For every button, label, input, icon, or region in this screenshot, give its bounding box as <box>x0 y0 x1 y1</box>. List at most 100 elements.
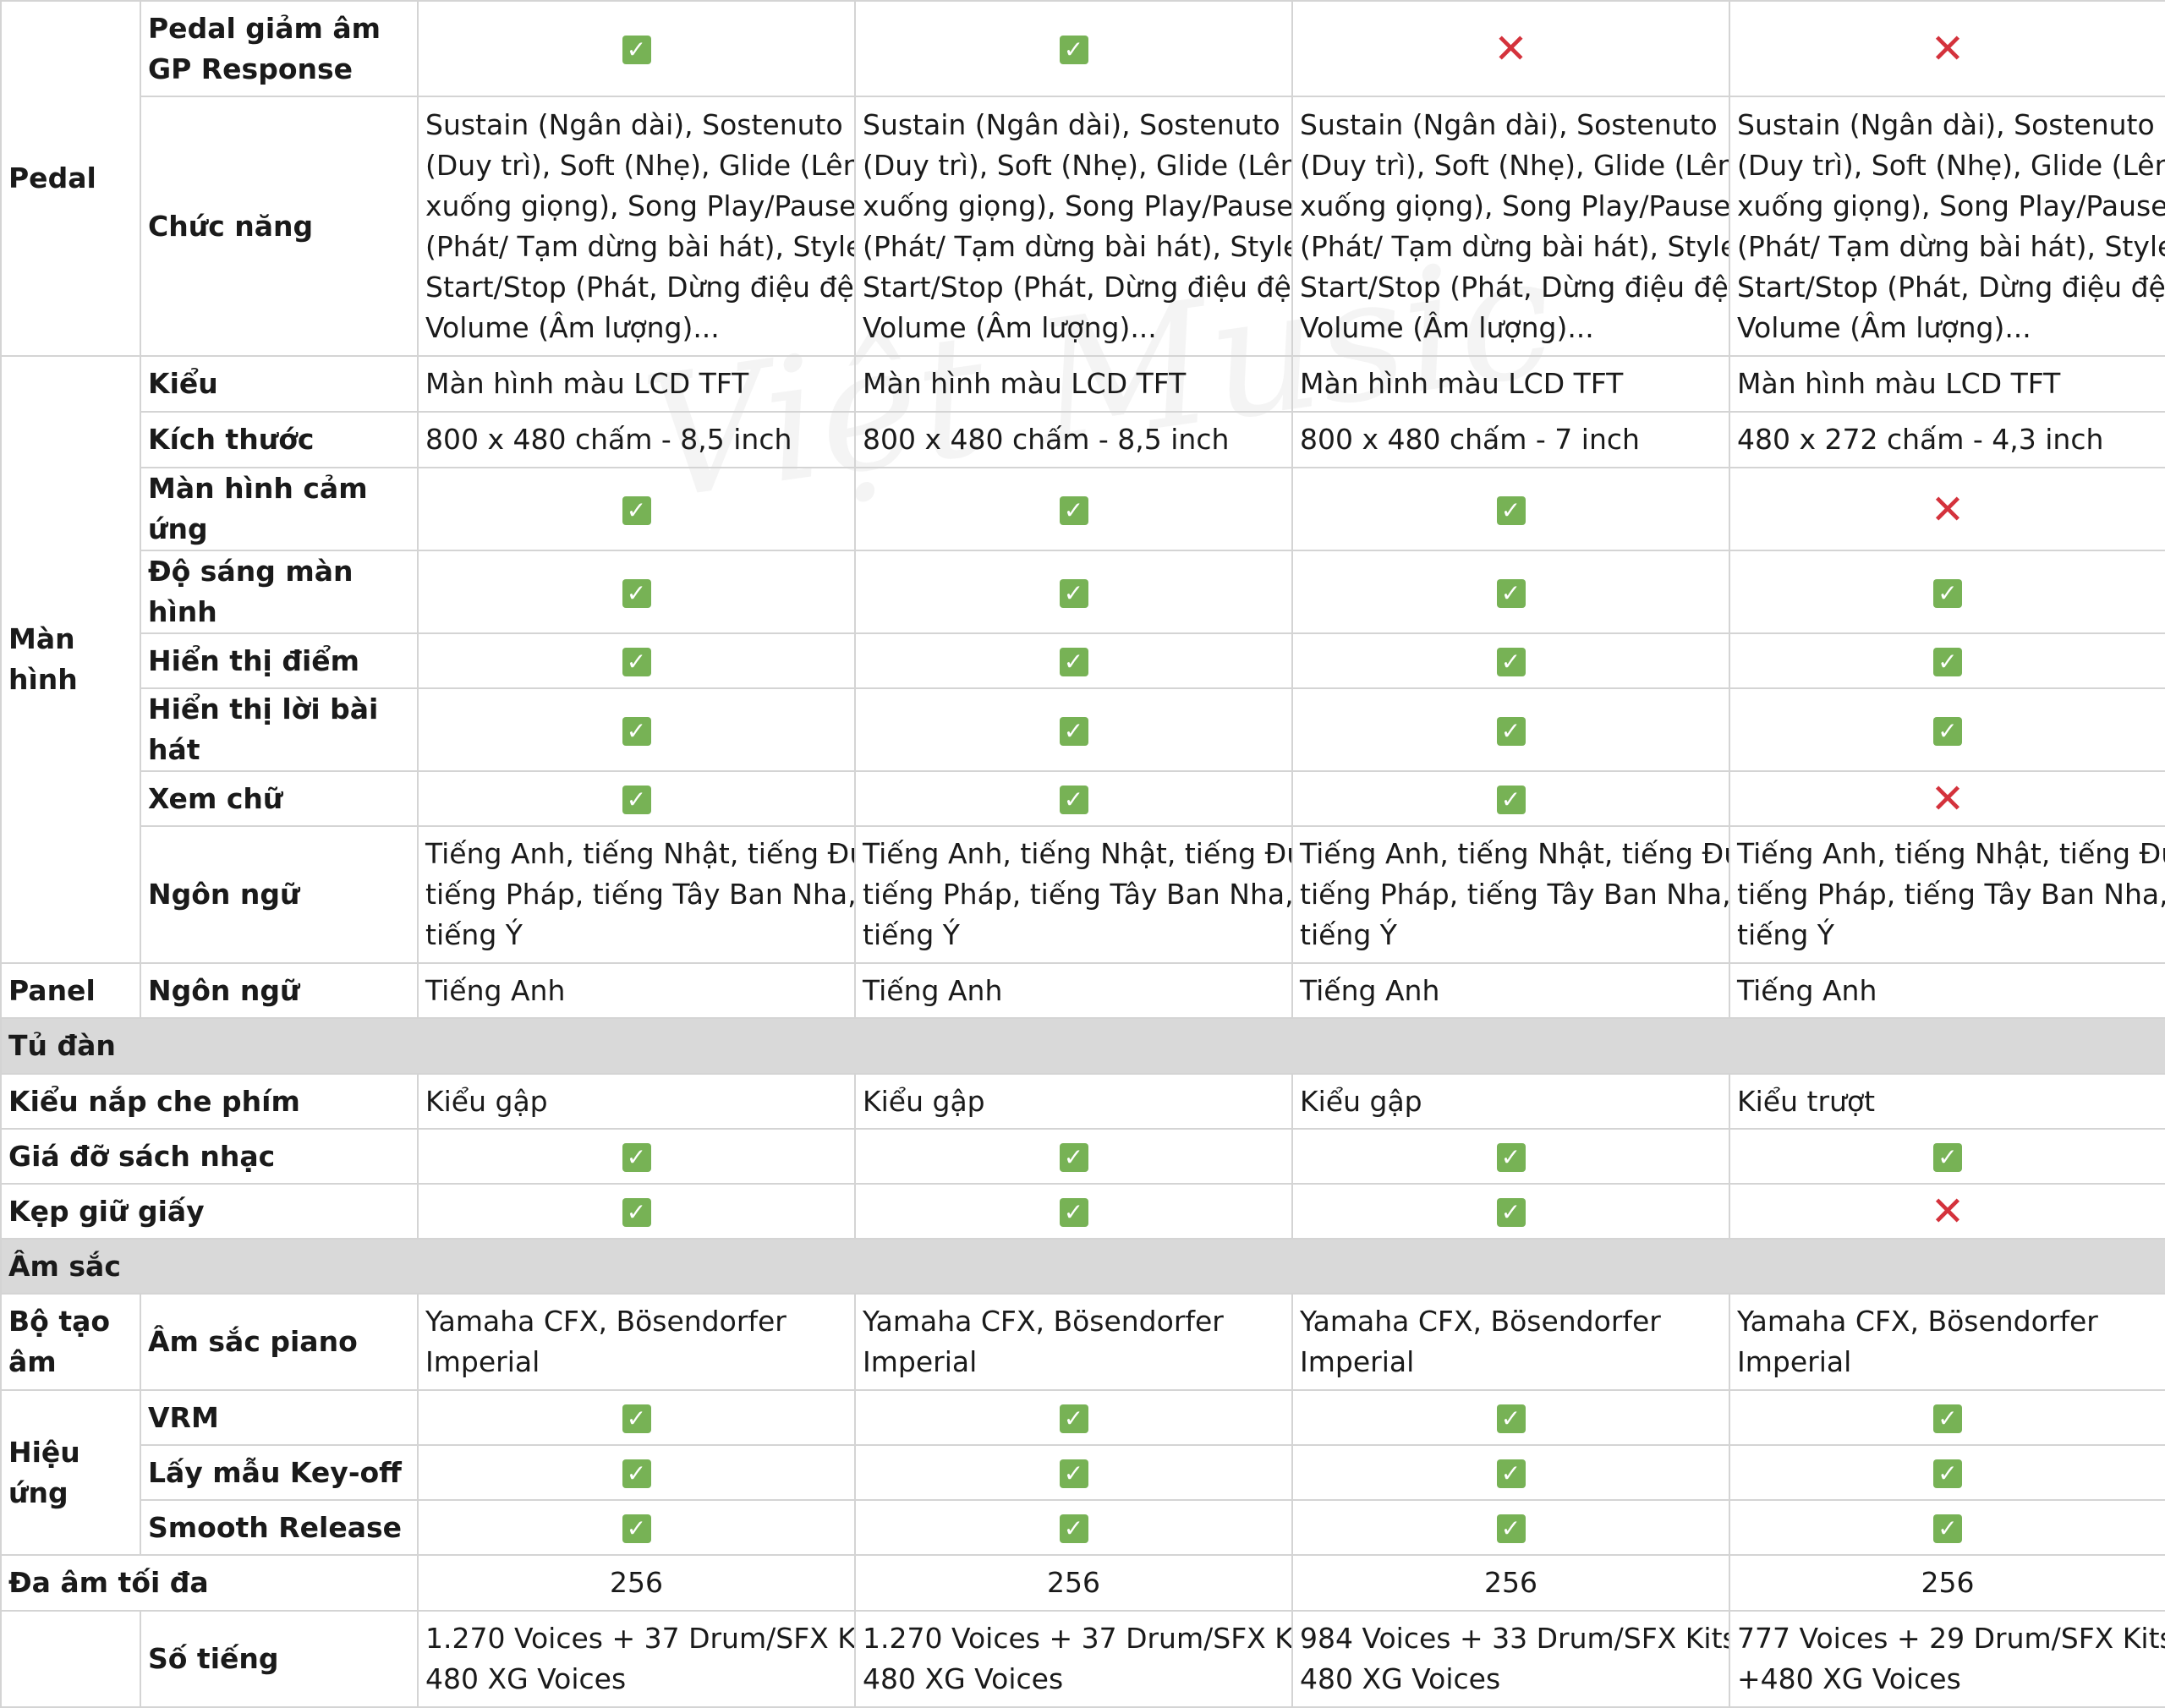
cell-line: (Duy trì), Soft (Nhẹ), Glide (Lên <box>863 148 1292 182</box>
cell-line: Start/Stop (Phát, Dừng điệu đệm), <box>1300 270 1729 304</box>
value-cell: Yamaha CFX, Bösendorfer Imperial <box>1729 1293 2165 1391</box>
empty-category <box>0 1610 141 1708</box>
row-keyoff-sampling: Lấy mẫu Key-off ✓ ✓ ✓ ✓ <box>1 1444 2165 1501</box>
cell-line: Sustain (Ngân dài), Sostenuto <box>863 107 1280 141</box>
cell-line: 480 XG Voices <box>425 1662 627 1695</box>
cross-mark-icon: ✕ <box>1494 25 1528 74</box>
cell-line: Volume (Âm lượng)... <box>425 310 720 344</box>
check-mark-icon: ✓ <box>1496 578 1526 608</box>
value-cell: 984 Voices + 33 Drum/SFX Kits + 480 XG Vo… <box>1291 1610 1730 1708</box>
row-pedal-gp: Pedal Pedal giảm âm GP Response ✓ ✓ ✕ ✕ <box>0 0 2165 357</box>
mark-cell: ✓ <box>417 0 856 97</box>
mark-cell: ✓ <box>1291 687 1730 772</box>
section-cabinet: Tủ đàn <box>0 1017 2165 1075</box>
cross-mark-icon: ✕ <box>1930 485 1965 534</box>
cell-line: Volume (Âm lượng)... <box>1300 310 1594 344</box>
cell-line: Tiếng Anh, tiếng Nhật, tiếng Đức, <box>425 837 855 870</box>
value-cell: 800 x 480 chấm - 8,5 inch <box>854 411 1293 468</box>
mark-cell: ✓ <box>854 1183 1293 1240</box>
cell-line: xuống giọng), Song Play/Pause <box>1737 189 2165 222</box>
row-label: Kẹp giữ giấy <box>0 1183 419 1240</box>
row-label: Đa âm tối đa <box>0 1554 419 1612</box>
value-cell: Tiếng Anh <box>1729 962 2165 1019</box>
mark-cell: ✓ <box>417 550 856 634</box>
mark-cell: ✓ <box>1729 632 2165 689</box>
mark-cell: ✓ <box>417 1444 856 1501</box>
check-mark-icon: ✓ <box>1059 578 1088 608</box>
mark-cell: ✕ <box>1291 0 1730 97</box>
check-mark-icon: ✓ <box>1933 648 1962 676</box>
check-mark-icon: ✓ <box>1059 1459 1088 1488</box>
check-mark-icon: ✓ <box>622 1514 651 1543</box>
cell-line: tiếng Pháp, tiếng Tây Ban Nha, <box>863 878 1292 911</box>
cell-line: Yamaha CFX, Bösendorfer <box>863 1305 1224 1338</box>
mark-cell: ✓ <box>854 1444 1293 1501</box>
value-cell: Kiểu gập <box>854 1073 1293 1130</box>
cell-line: Start/Stop (Phát, Dừng điệu đệm), <box>1737 270 2165 304</box>
section-tone: Âm sắc <box>0 1238 2165 1295</box>
value-cell: Yamaha CFX, Bösendorfer Imperial <box>417 1293 856 1391</box>
value-cell: Kiểu gập <box>1291 1073 1730 1130</box>
cell-line: tiếng Pháp, tiếng Tây Ban Nha, <box>425 878 855 911</box>
check-mark-icon: ✓ <box>1059 1143 1088 1172</box>
check-mark-icon: ✓ <box>1933 716 1962 746</box>
cell-line: 480 XG Voices <box>863 1662 1064 1695</box>
mark-cell: ✓ <box>1291 632 1730 689</box>
mark-cell: ✕ <box>1729 770 2165 827</box>
category-pedal: Pedal <box>0 0 141 357</box>
cell-line: xuống giọng), Song Play/Pause <box>425 189 855 222</box>
cell-line: 1.270 Voices + 37 Drum/SFX Kits + <box>425 1622 855 1655</box>
cell-line: tiếng Pháp, tiếng Tây Ban Nha, <box>1300 878 1729 911</box>
mark-cell: ✓ <box>1729 1499 2165 1556</box>
row-panel-language: Panel Ngôn ngữ Tiếng Anh Tiếng Anh Tiếng… <box>0 962 2165 1019</box>
category-effects: Hiệu ứng <box>0 1389 141 1556</box>
row-voices: Số tiếng 1.270 Voices + 37 Drum/SFX Kits… <box>0 1610 2165 1708</box>
value-cell: Sustain (Ngân dài), Sostenuto (Duy trì), … <box>1291 96 1730 357</box>
row-label: Pedal giảm âm GP Response <box>140 0 419 97</box>
check-mark-icon: ✓ <box>622 578 651 608</box>
cell-line: Sustain (Ngân dài), Sostenuto <box>1737 107 2155 141</box>
value-cell: Tiếng Anh <box>1291 962 1730 1019</box>
cell-line: (Phát/ Tạm dừng bài hát), Style <box>1300 229 1729 263</box>
row-screen-type: Màn hình Kiểu Màn hình màu LCD TFT Màn h… <box>0 355 2165 964</box>
row-label: Giá đỡ sách nhạc <box>0 1128 419 1185</box>
cell-line: tiếng Ý <box>863 918 960 951</box>
mark-cell: ✓ <box>854 632 1293 689</box>
row-label: Âm sắc piano <box>140 1293 419 1391</box>
row-text-view: Xem chữ ✓ ✓ ✓ ✕ <box>1 770 2165 827</box>
value-cell: Màn hình màu LCD TFT <box>1729 355 2165 413</box>
value-cell: 1.270 Voices + 37 Drum/SFX Kits + 480 XG … <box>854 1610 1293 1708</box>
section-title: Tủ đàn <box>0 1017 2165 1075</box>
mark-cell: ✓ <box>854 467 1293 551</box>
value-cell: 800 x 480 chấm - 8,5 inch <box>417 411 856 468</box>
check-mark-icon: ✓ <box>1496 495 1526 525</box>
check-mark-icon: ✓ <box>622 1404 651 1433</box>
mark-cell: ✓ <box>1729 687 2165 772</box>
check-mark-icon: ✓ <box>1496 1143 1526 1172</box>
value-cell: 800 x 480 chấm - 7 inch <box>1291 411 1730 468</box>
value-cell: 256 <box>417 1554 856 1612</box>
check-mark-icon: ✓ <box>1933 1404 1962 1433</box>
cell-line: (Duy trì), Soft (Nhẹ), Glide (Lên <box>1300 148 1729 182</box>
check-mark-icon: ✓ <box>1933 578 1962 608</box>
cell-line: xuống giọng), Song Play/Pause <box>1300 189 1729 222</box>
row-label: VRM <box>140 1389 419 1446</box>
row-page-clips: Kẹp giữ giấy ✓ ✓ ✓ ✕ <box>0 1183 2165 1240</box>
value-cell: Màn hình màu LCD TFT <box>1291 355 1730 413</box>
mark-cell: ✓ <box>417 1389 856 1446</box>
row-label: Số tiếng <box>140 1610 419 1708</box>
cell-line: (Phát/ Tạm dừng bài hát), Style <box>863 229 1292 263</box>
row-screen-language: Ngôn ngữ Tiếng Anh, tiếng Nhật, tiếng Đứ… <box>1 825 2165 964</box>
cell-line: (Phát/ Tạm dừng bài hát), Style <box>425 229 855 263</box>
row-smooth-release: Smooth Release ✓ ✓ ✓ ✓ <box>1 1499 2165 1556</box>
cell-line: Imperial <box>425 1345 540 1378</box>
check-mark-icon: ✓ <box>1933 1459 1962 1488</box>
check-mark-icon: ✓ <box>622 786 651 814</box>
mark-cell: ✓ <box>1291 1128 1730 1185</box>
mark-cell: ✓ <box>1291 550 1730 634</box>
mark-cell: ✓ <box>854 550 1293 634</box>
mark-cell: ✓ <box>1291 1183 1730 1240</box>
cell-line: tiếng Ý <box>425 918 523 951</box>
cell-line: Volume (Âm lượng)... <box>1737 310 2031 344</box>
row-vrm: Hiệu ứng VRM ✓ ✓ ✓ ✓ <box>0 1389 2165 1556</box>
